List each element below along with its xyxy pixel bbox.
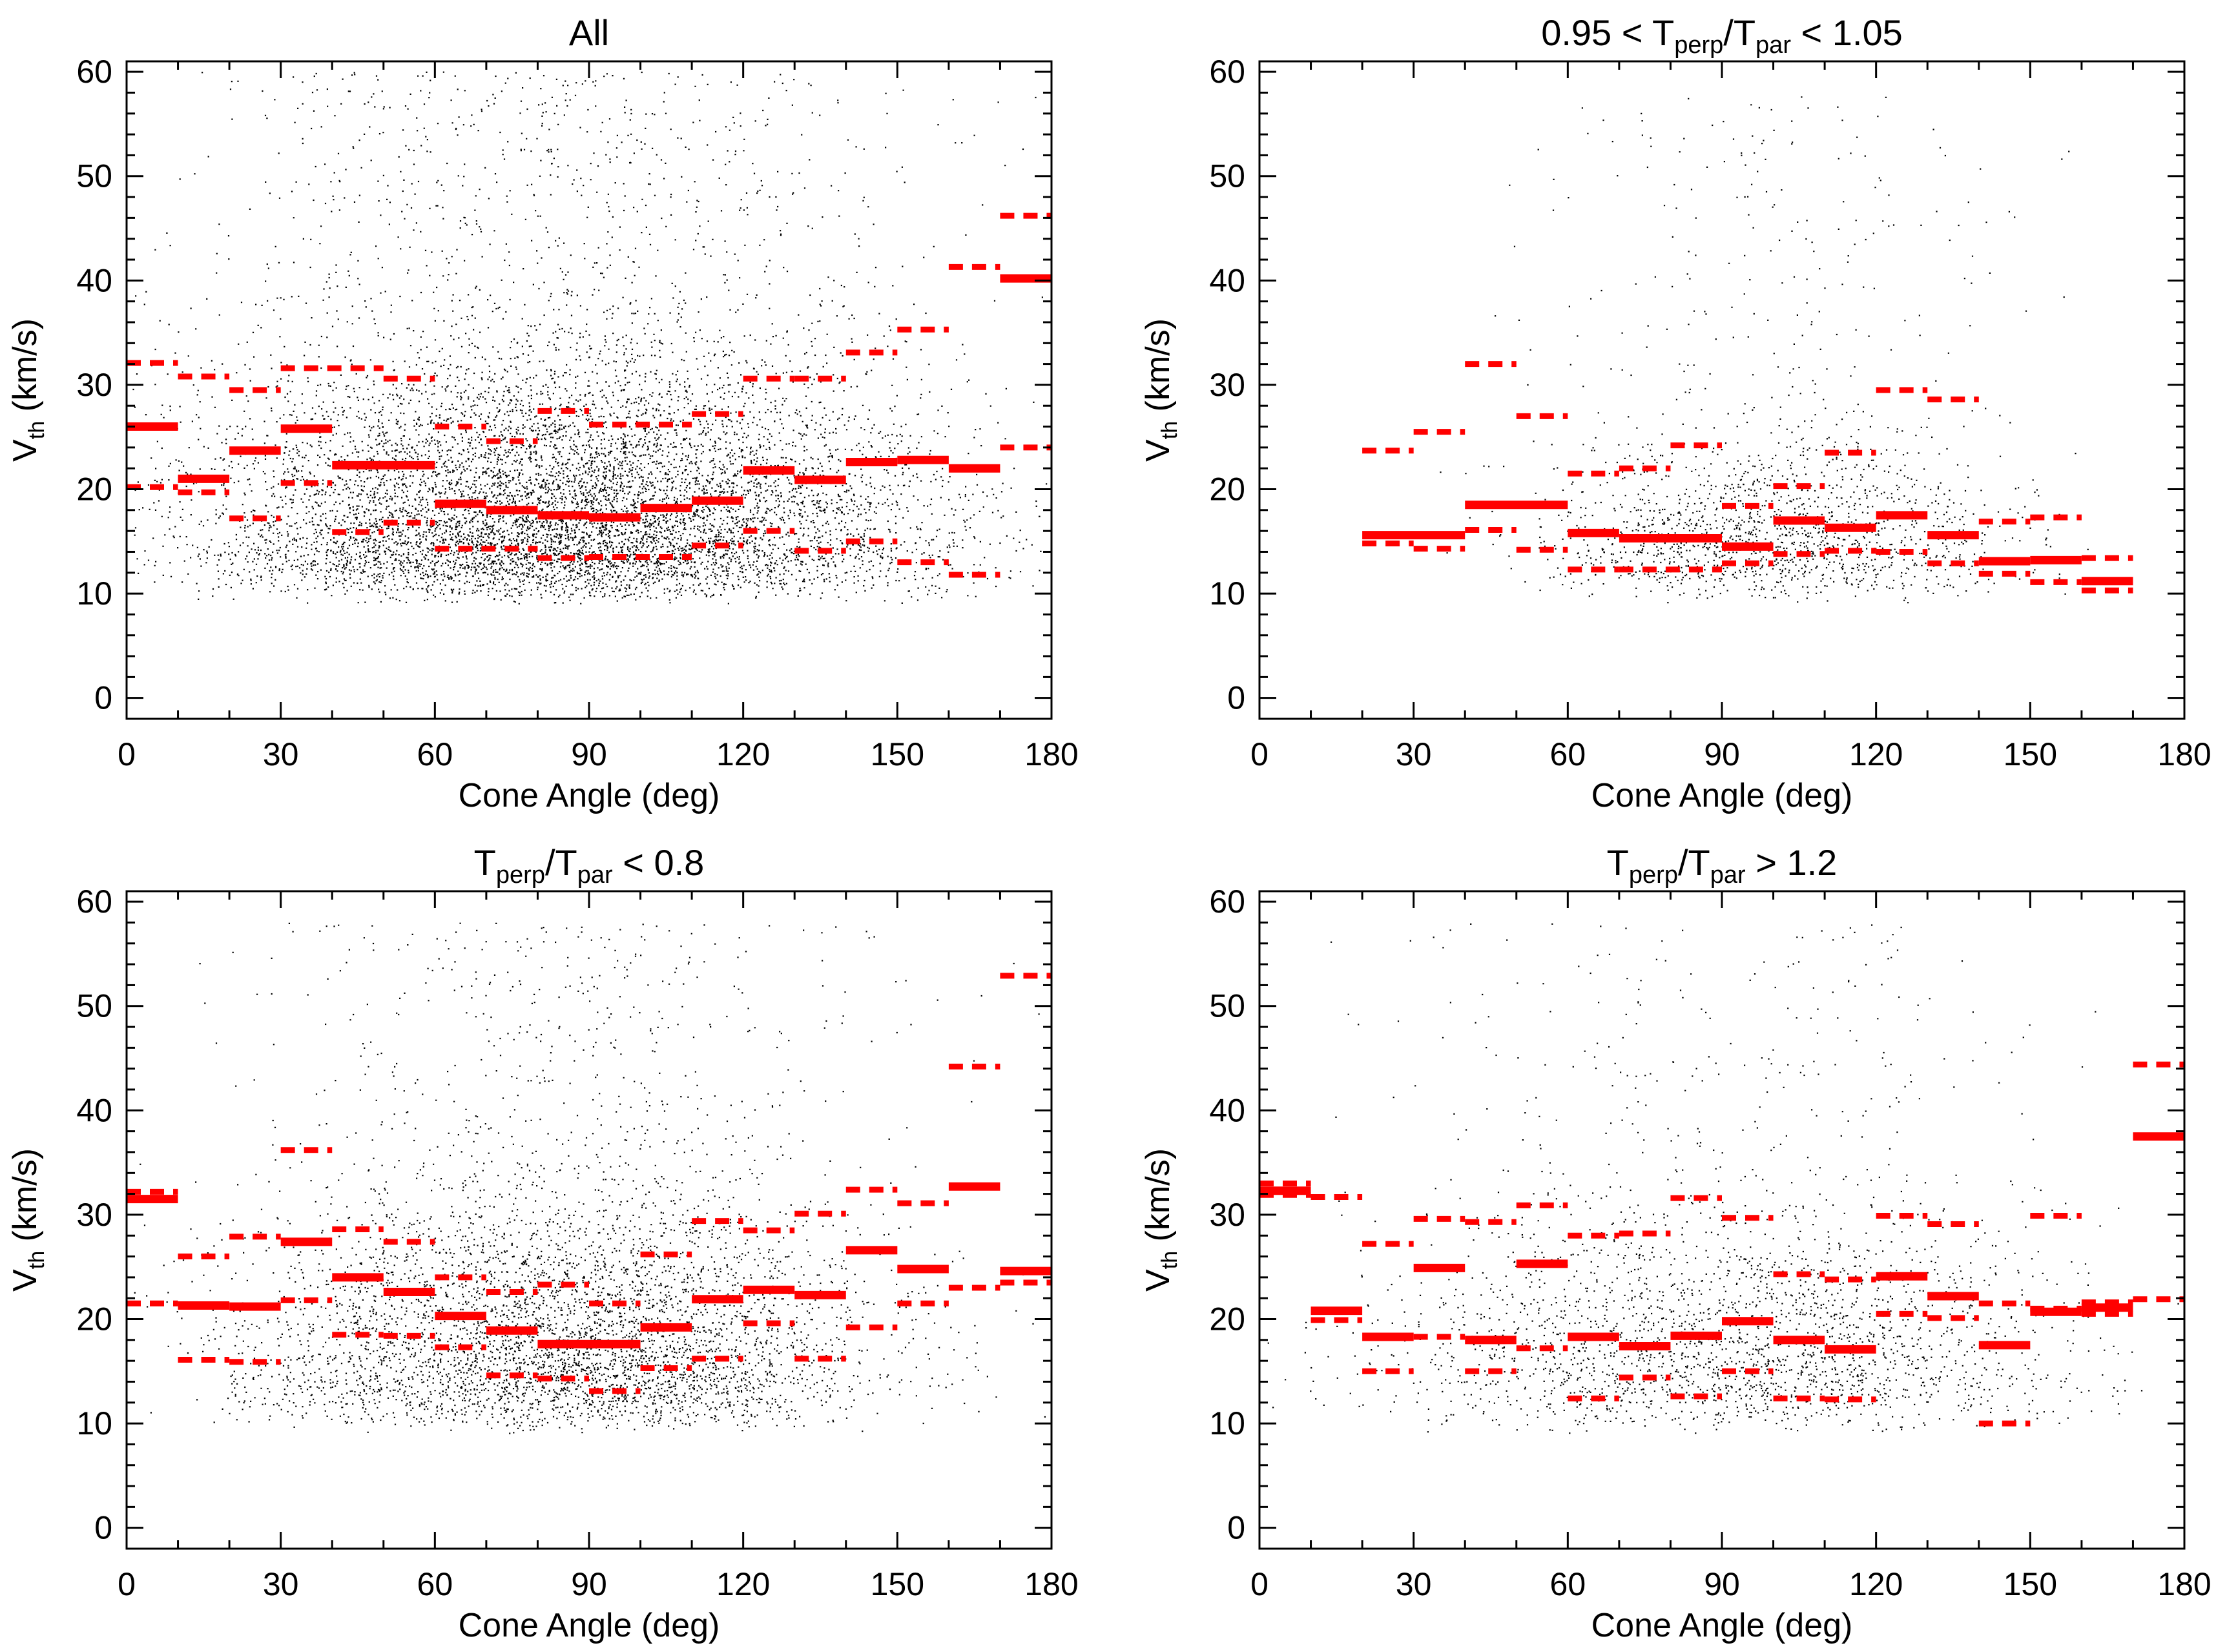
y-tick-label: 20	[1209, 471, 1245, 508]
y-axis-label: Vth (km/s)	[1139, 318, 1182, 462]
y-tick-label: 50	[1209, 158, 1245, 194]
x-tick-label: 90	[1704, 1566, 1740, 1602]
x-tick-label: 60	[417, 1566, 453, 1602]
x-tick-label: 150	[2004, 1566, 2057, 1602]
panel-parallel-anisotropy: 0 30 60 90 120 150 180 0 10 20 30 40 50 60 Tperp/Tpar …	[6, 842, 1079, 1644]
y-tick-label: 10	[76, 1405, 112, 1441]
y-tick-label: 10	[1209, 1405, 1245, 1441]
x-tick-label: 0	[1250, 1566, 1269, 1602]
x-tick-label: 150	[871, 736, 924, 772]
x-tick-label: 60	[1550, 736, 1586, 772]
y-tick-label: 0	[1227, 680, 1245, 716]
y-tick-label: 30	[76, 1197, 112, 1233]
x-tick-label: 0	[118, 1566, 136, 1602]
x-tick-label: 30	[1396, 1566, 1432, 1602]
y-tick-label: 30	[76, 367, 112, 403]
y-axis-label: Vth (km/s)	[6, 1148, 49, 1292]
y-tick-label: 40	[1209, 262, 1245, 298]
y-tick-label: 50	[76, 158, 112, 194]
chart-title: All	[569, 12, 609, 53]
y-tick-label: 20	[76, 1301, 112, 1337]
y-tick-label: 50	[1209, 988, 1245, 1024]
x-axis-label: Cone Angle (deg)	[1591, 1607, 1853, 1644]
x-tick-label: 30	[263, 1566, 299, 1602]
scatter-points-parallel-anisotropy	[134, 922, 1046, 1434]
x-tick-label: 120	[716, 1566, 770, 1602]
x-tick-label: 60	[417, 736, 453, 772]
x-tick-label: 60	[1550, 1566, 1586, 1602]
x-tick-label: 30	[1396, 736, 1432, 772]
x-tick-label: 90	[571, 1566, 607, 1602]
y-tick-label: 40	[1209, 1092, 1245, 1128]
x-tick-label: 0	[1250, 736, 1269, 772]
y-tick-label: 50	[76, 988, 112, 1024]
x-tick-label: 90	[1704, 736, 1740, 772]
y-tick-label: 40	[76, 262, 112, 298]
x-axis-label: Cone Angle (deg)	[459, 1607, 720, 1644]
chart-title: Tperp/Tpar > 1.2	[1607, 842, 1838, 889]
y-tick-label: 20	[76, 471, 112, 508]
x-tick-label: 180	[1024, 1566, 1078, 1602]
y-tick-label: 60	[1209, 883, 1245, 920]
panel-all: 0 30 60 90 120 150 180 0 10 20 30 40 50 60 All Cone Ang…	[6, 12, 1079, 814]
y-tick-label: 20	[1209, 1301, 1245, 1337]
x-tick-label: 150	[2004, 736, 2057, 772]
x-axis-label: Cone Angle (deg)	[459, 777, 720, 814]
x-tick-label: 120	[1849, 736, 1903, 772]
y-tick-label: 0	[94, 680, 112, 716]
scatter-points-perpendicular-anisotropy	[1267, 923, 2179, 1434]
y-tick-label: 60	[76, 54, 112, 90]
chart-title: Tperp/Tpar < 0.8	[474, 842, 705, 889]
x-tick-label: 120	[1849, 1566, 1903, 1602]
y-tick-label: 30	[1209, 1197, 1245, 1233]
x-tick-label: 0	[118, 736, 136, 772]
x-tick-label: 30	[263, 736, 299, 772]
x-axis-label: Cone Angle (deg)	[1591, 777, 1853, 814]
y-tick-label: 10	[76, 575, 112, 612]
y-tick-label: 60	[1209, 54, 1245, 90]
panel-isotropic: 0 30 60 90 120 150 180 0 10 20 30 40 50 60 0.95 < Tper…	[1139, 12, 2211, 814]
x-tick-label: 180	[1024, 736, 1078, 772]
x-tick-label: 90	[571, 736, 607, 772]
y-tick-label: 0	[94, 1510, 112, 1546]
y-tick-label: 30	[1209, 367, 1245, 403]
chart-title: 0.95 < Tperp/Tpar < 1.05	[1541, 12, 1903, 59]
scatter-points-all	[132, 71, 1048, 604]
y-tick-label: 10	[1209, 575, 1245, 612]
x-tick-label: 120	[716, 736, 770, 772]
x-tick-label: 180	[2157, 1566, 2211, 1602]
y-tick-label: 60	[76, 883, 112, 920]
y-tick-label: 0	[1227, 1510, 1245, 1546]
panel-perpendicular-anisotropy: 0 30 60 90 120 150 180 0 10 20 30 40 50 60 Tperp/Tpar …	[1139, 842, 2211, 1644]
x-tick-label: 150	[871, 1566, 924, 1602]
x-tick-label: 180	[2157, 736, 2211, 772]
y-axis-label: Vth (km/s)	[6, 318, 49, 462]
y-tick-label: 40	[76, 1092, 112, 1128]
y-axis-label: Vth (km/s)	[1139, 1148, 1182, 1292]
